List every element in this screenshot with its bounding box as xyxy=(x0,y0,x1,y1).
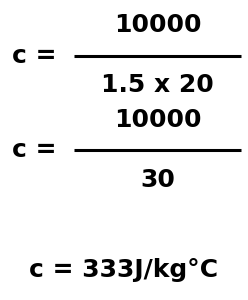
Text: 10000: 10000 xyxy=(114,14,201,38)
Text: 1.5 x 20: 1.5 x 20 xyxy=(101,74,214,98)
Text: 10000: 10000 xyxy=(114,108,201,132)
Text: c =: c = xyxy=(12,138,57,162)
Text: 30: 30 xyxy=(140,168,175,192)
Text: c = 333J/kg°C: c = 333J/kg°C xyxy=(30,258,218,282)
Text: c =: c = xyxy=(12,44,57,68)
